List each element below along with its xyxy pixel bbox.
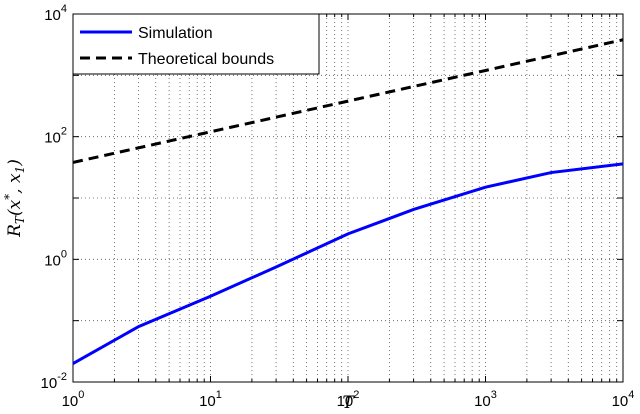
y-tick-label: 100 (44, 248, 67, 269)
legend-label-simulation: Simulation (138, 25, 213, 42)
series-line-simulation (72, 162, 624, 365)
y-tick-label: 104 (44, 3, 67, 24)
x-tick-labels: 100 101 102 103 104 (62, 389, 635, 410)
x-tick-label: 101 (199, 389, 222, 410)
x-tick-label: 103 (474, 389, 497, 410)
series-line-theoretical-bounds (72, 38, 624, 164)
grid-lines (73, 14, 623, 382)
y-tick-label: 10-2 (41, 371, 67, 392)
legend: Simulation Theoretical bounds (72, 13, 320, 75)
y-tick-label: 102 (44, 126, 67, 147)
x-tick-label: 102 (337, 389, 360, 410)
legend-label-theoretical-bounds: Theoretical bounds (138, 51, 274, 68)
y-tick-labels: 10-2 100 102 104 (41, 3, 67, 392)
x-tick-label: 104 (612, 389, 635, 410)
x-axis-title: T (342, 393, 355, 413)
legend-box (72, 13, 320, 75)
series-lines (72, 38, 624, 365)
y-axis-title: RT(x*, x1) (2, 159, 27, 238)
x-tick-label: 100 (62, 389, 85, 410)
